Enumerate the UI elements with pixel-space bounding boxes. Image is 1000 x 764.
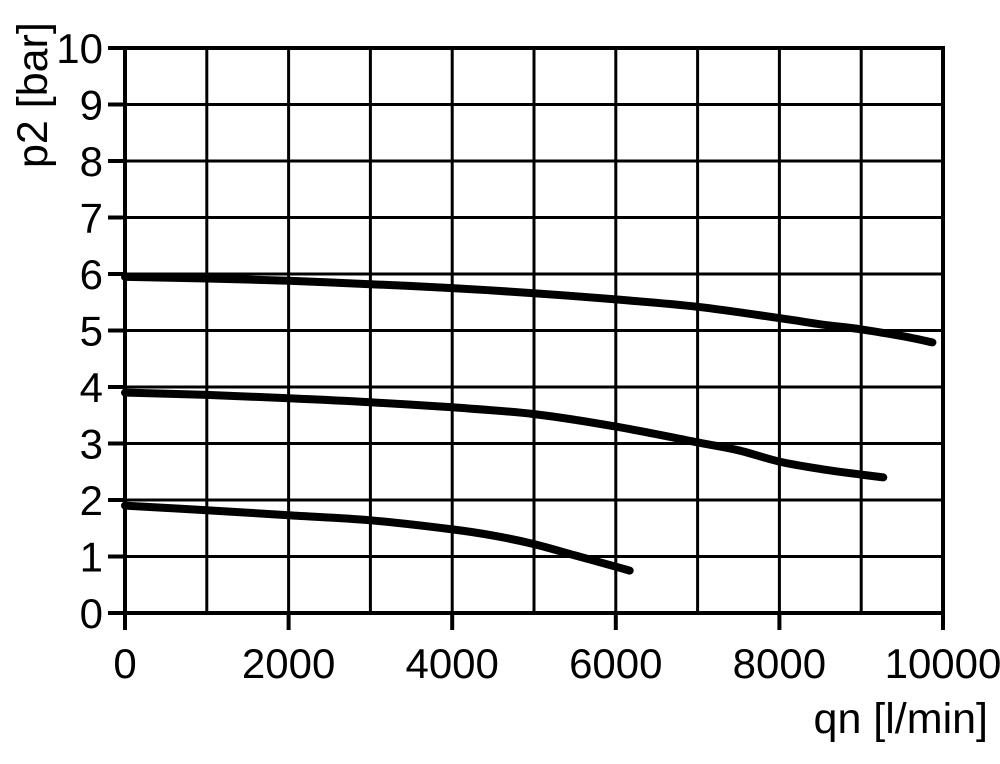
curves xyxy=(121,272,937,575)
x-tick-label: 0 xyxy=(113,640,136,687)
y-tick-label: 5 xyxy=(80,308,103,355)
x-tick-label: 4000 xyxy=(405,640,498,687)
curve-3-bottom xyxy=(121,501,634,575)
y-tick-label: 6 xyxy=(80,251,103,298)
y-tick-label: 7 xyxy=(80,195,103,242)
y-tick-label: 8 xyxy=(80,138,103,185)
x-tick-labels: 0 2000 4000 6000 8000 10000 xyxy=(113,640,1000,687)
y-axis-label: p2 [bar] xyxy=(9,22,57,168)
x-axis-label: qn [l/min] xyxy=(814,695,988,743)
y-tick-label: 2 xyxy=(80,477,103,524)
x-tick-label: 6000 xyxy=(569,640,662,687)
y-tick-labels: 0 1 2 3 4 5 6 7 8 9 10 xyxy=(56,25,103,637)
grid-lines xyxy=(123,46,945,615)
curve-1-top xyxy=(121,272,937,347)
y-tick-label: 10 xyxy=(56,25,103,72)
x-tick-label: 8000 xyxy=(733,640,826,687)
y-tick-label: 1 xyxy=(80,534,103,581)
y-tick-label: 9 xyxy=(80,82,103,129)
y-tick-label: 0 xyxy=(80,590,103,637)
curve-2-middle xyxy=(121,388,888,482)
x-tick-label: 10000 xyxy=(885,640,1000,687)
axis-ticks xyxy=(108,46,945,630)
x-tick-label: 2000 xyxy=(242,640,335,687)
y-tick-label: 3 xyxy=(80,421,103,468)
y-tick-label: 4 xyxy=(80,364,103,411)
